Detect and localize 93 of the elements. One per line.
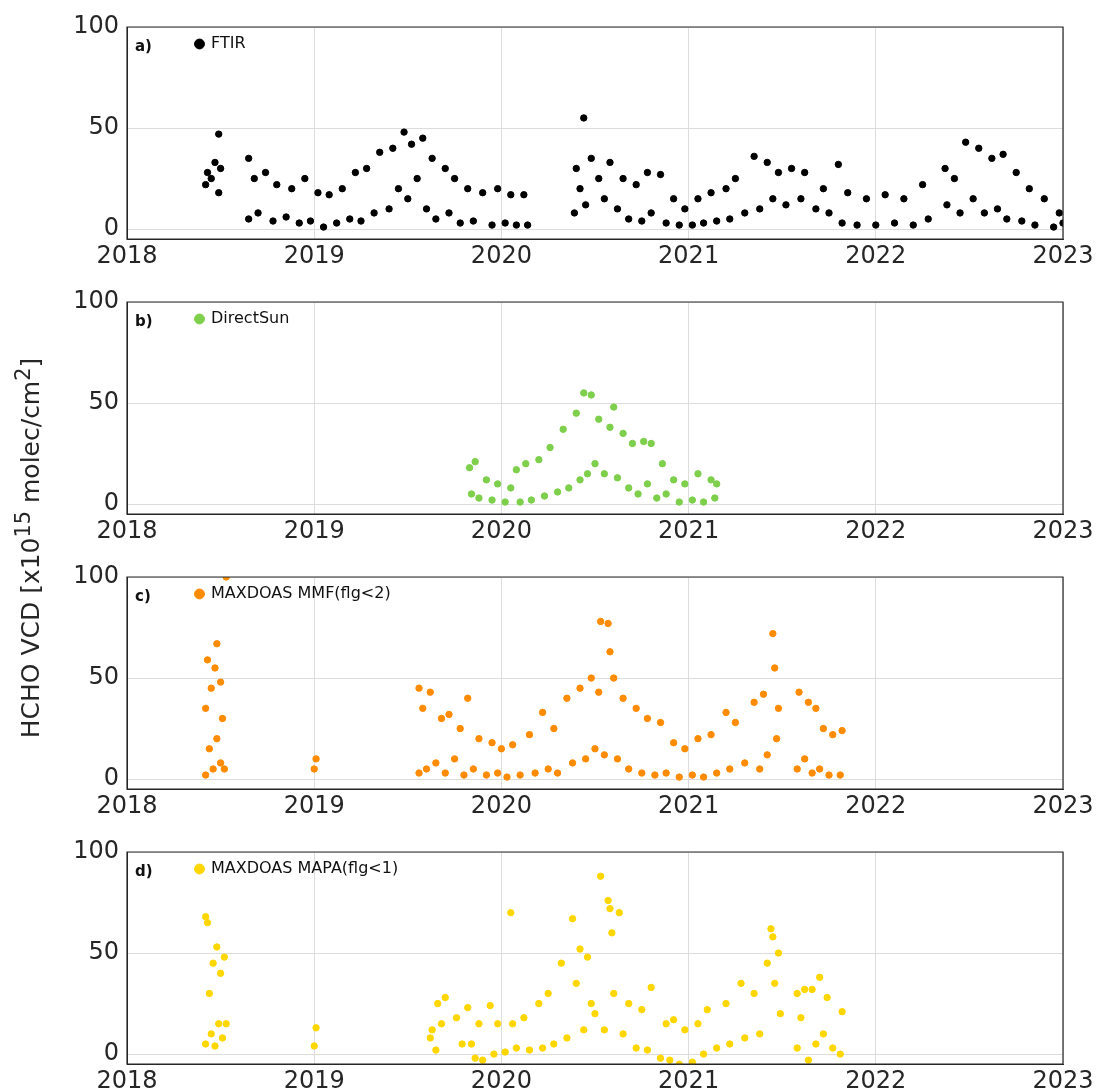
point bbox=[707, 476, 715, 484]
point bbox=[669, 476, 678, 484]
point bbox=[699, 498, 708, 506]
point bbox=[488, 496, 496, 504]
legend-label: MAXDOAS MAPA(flg<1) bbox=[211, 858, 399, 878]
point bbox=[465, 464, 474, 472]
point bbox=[662, 490, 670, 498]
y-tick-label: 0 bbox=[103, 488, 119, 517]
point bbox=[580, 389, 588, 397]
point bbox=[610, 403, 618, 411]
x-tick-label: 2019 bbox=[283, 790, 345, 819]
point bbox=[675, 498, 683, 506]
y-tick-label: 0 bbox=[103, 213, 119, 242]
point bbox=[475, 494, 483, 502]
x-tick-label: 2018 bbox=[96, 790, 158, 819]
y-tick-label: 50 bbox=[88, 662, 119, 691]
point bbox=[546, 443, 554, 452]
x-tick-label: 2021 bbox=[658, 1065, 720, 1088]
point bbox=[658, 459, 667, 468]
point bbox=[606, 423, 614, 431]
annotation: c) bbox=[135, 586, 151, 605]
point bbox=[565, 484, 573, 492]
point bbox=[467, 490, 476, 498]
x-tick-label: 2023 bbox=[1032, 790, 1094, 819]
x-tick-label: 2022 bbox=[845, 240, 907, 269]
point bbox=[572, 409, 580, 417]
point bbox=[591, 459, 599, 468]
x-tick-label: 2019 bbox=[283, 240, 345, 269]
y-tick-label: 100 bbox=[73, 286, 119, 315]
point bbox=[711, 494, 719, 502]
y-tick-label: 50 bbox=[88, 937, 119, 966]
x-tick-label: 2018 bbox=[96, 515, 158, 544]
x-tick-label: 2020 bbox=[470, 1065, 532, 1088]
x-tick-label: 2022 bbox=[845, 515, 907, 544]
point bbox=[512, 466, 521, 474]
point bbox=[634, 490, 642, 498]
x-tick-label: 2021 bbox=[658, 515, 720, 544]
point bbox=[681, 480, 689, 488]
x-tick-label: 2020 bbox=[470, 240, 532, 269]
point bbox=[535, 455, 543, 464]
x-tick-label: 2020 bbox=[470, 515, 532, 544]
point bbox=[507, 484, 515, 492]
point bbox=[595, 415, 603, 423]
point bbox=[625, 484, 633, 492]
point bbox=[694, 470, 702, 478]
point bbox=[540, 492, 549, 500]
legend-label: DirectSun bbox=[211, 308, 290, 328]
point bbox=[527, 496, 536, 504]
point bbox=[628, 439, 637, 448]
y-tick-label: 0 bbox=[103, 763, 119, 792]
x-tick-label: 2020 bbox=[470, 790, 532, 819]
y-tick-label: 100 bbox=[73, 11, 119, 40]
x-tick-label: 2023 bbox=[1032, 1065, 1094, 1088]
point bbox=[576, 476, 584, 484]
point bbox=[639, 437, 648, 446]
annotation: a) bbox=[135, 36, 152, 55]
x-tick-label: 2019 bbox=[283, 1065, 345, 1088]
x-tick-label: 2018 bbox=[96, 240, 158, 269]
x-tick-label: 2019 bbox=[283, 515, 345, 544]
x-tick-label: 2021 bbox=[658, 790, 720, 819]
point bbox=[501, 498, 509, 506]
y-tick-label: 50 bbox=[88, 387, 119, 416]
point bbox=[471, 457, 479, 466]
x-tick-label: 2023 bbox=[1032, 515, 1094, 544]
point bbox=[688, 496, 697, 504]
point bbox=[613, 474, 622, 482]
x-tick-label: 2021 bbox=[658, 240, 720, 269]
annotation: b) bbox=[135, 311, 153, 330]
point bbox=[516, 498, 524, 506]
point bbox=[482, 476, 491, 484]
point bbox=[583, 470, 592, 478]
x-tick-label: 2022 bbox=[845, 790, 907, 819]
y-tick-label: 50 bbox=[88, 112, 119, 141]
point bbox=[587, 391, 595, 399]
point bbox=[619, 429, 627, 438]
x-tick-label: 2022 bbox=[845, 1065, 907, 1088]
y-tick-label: 0 bbox=[103, 1038, 119, 1067]
x-tick-label: 2018 bbox=[96, 1065, 158, 1088]
point bbox=[522, 459, 530, 468]
legend-label: FTIR bbox=[211, 33, 246, 53]
point bbox=[647, 439, 655, 448]
point bbox=[643, 480, 652, 488]
point bbox=[559, 425, 567, 434]
point bbox=[653, 494, 661, 502]
point bbox=[493, 480, 502, 488]
point bbox=[600, 470, 609, 478]
x-tick-label: 2023 bbox=[1032, 240, 1094, 269]
point bbox=[712, 480, 721, 488]
y-tick-label: 100 bbox=[73, 561, 119, 590]
legend-label: MAXDOAS MMF(flg<2) bbox=[211, 583, 391, 603]
point bbox=[553, 488, 562, 496]
annotation: d) bbox=[135, 861, 153, 880]
y-tick-label: 100 bbox=[73, 836, 119, 865]
